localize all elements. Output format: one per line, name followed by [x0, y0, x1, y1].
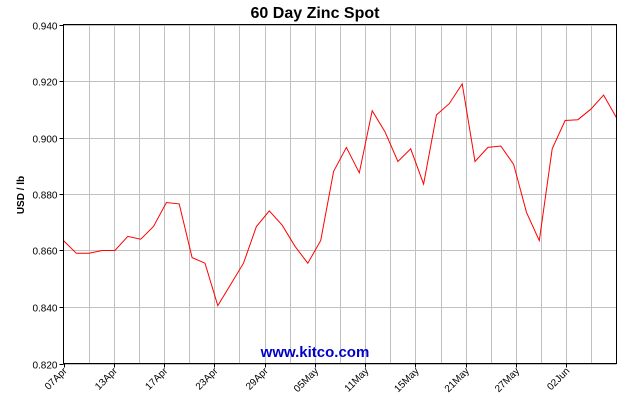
x-tick-label: 27May [493, 366, 522, 395]
y-tick-label: 0.840 [32, 304, 57, 315]
x-tick-label: 29Apr [244, 365, 271, 392]
x-axis-ticks: 07Apr 13Apr 17Apr 23Apr 29Apr 05May 11May 15May… [43, 363, 572, 395]
x-tick-label: 17Apr [144, 365, 171, 392]
chart-title: 60 Day Zinc Spot [251, 5, 381, 22]
y-tick-label: 0.940 [32, 22, 57, 33]
x-tick-label: 21May [443, 366, 472, 395]
y-axis-ticks: 0.820 0.840 0.860 0.880 0.900 0.920 0.940 [32, 22, 64, 372]
x-tick-label: 13Apr [93, 365, 120, 392]
series-layer [63, 82, 617, 307]
y-tick-label: 0.920 [32, 78, 57, 89]
watermark-text: www.kitco.com [260, 344, 370, 361]
grid-lines [63, 24, 617, 365]
x-tick-label: 15May [393, 366, 422, 395]
plot-frame [63, 24, 617, 364]
y-tick-label: 0.900 [32, 135, 57, 146]
y-tick-label: 0.860 [32, 247, 57, 258]
zinc-price-line [63, 82, 617, 307]
y-tick-label: 0.880 [32, 191, 57, 202]
x-tick-label: 02Jun [545, 366, 572, 393]
y-axis-label: USD / lb [16, 176, 27, 214]
x-tick-label: 11May [343, 366, 371, 394]
y-tick-label: 0.820 [32, 361, 57, 372]
x-tick-label: 23Apr [194, 365, 221, 392]
x-tick-label: 05May [292, 366, 321, 395]
